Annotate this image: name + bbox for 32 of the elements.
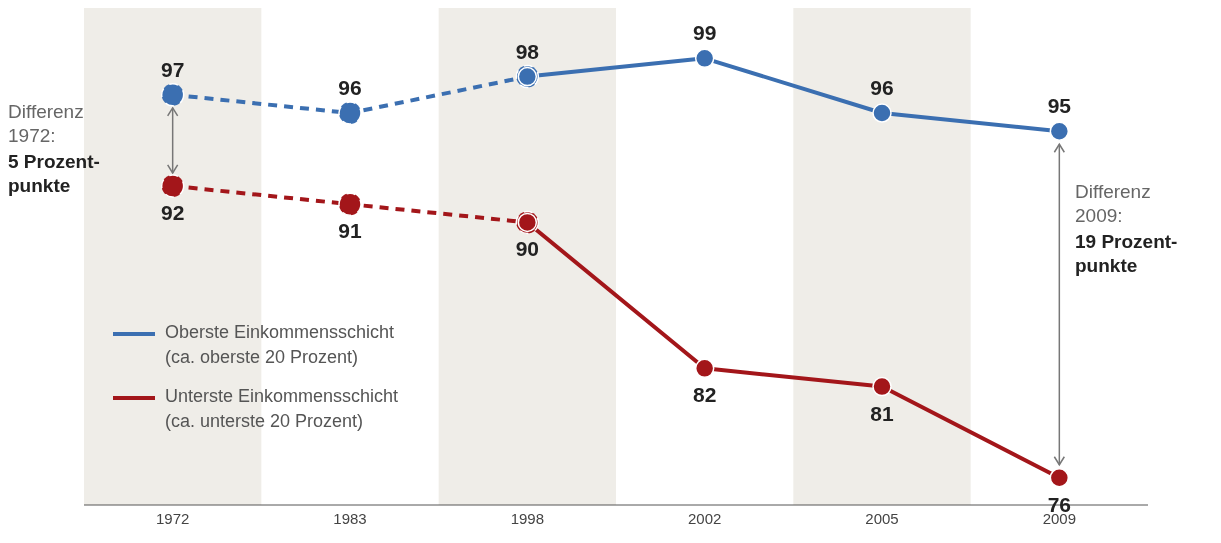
- point: [1049, 467, 1070, 488]
- data-label: 90: [515, 237, 540, 261]
- point: [338, 192, 362, 216]
- point: [872, 103, 892, 123]
- x-tick-label: 2005: [865, 509, 899, 527]
- point: [160, 174, 185, 198]
- x-tick-label: 1983: [333, 509, 367, 527]
- annotation: 19 Prozent- punkte: [1075, 230, 1178, 278]
- x-tick-label: 1998: [510, 509, 545, 527]
- data-label: 82: [692, 383, 717, 407]
- data-label: 95: [1047, 94, 1072, 118]
- data-label: 96: [870, 76, 894, 100]
- text: Differenz 1972:: [8, 100, 84, 148]
- annotation: 5 Prozent- punkte: [8, 150, 100, 198]
- legend-label: Unterste Einkommensschicht (ca. unterste 20 Prozent): [165, 385, 399, 433]
- data-label: 98: [515, 39, 540, 63]
- point: [1049, 121, 1070, 142]
- data-label: 81: [870, 401, 894, 425]
- data-label: 96: [338, 76, 362, 100]
- x-tick-label: 2002: [687, 509, 722, 527]
- data-label: 97: [160, 57, 185, 81]
- point: [338, 101, 362, 125]
- x-tick-label: 1972: [155, 509, 190, 527]
- annotation: Differenz 2009:: [1075, 180, 1151, 228]
- data-label: 92: [160, 200, 185, 224]
- data-label: 99: [692, 21, 717, 45]
- data-label: 91: [338, 219, 362, 243]
- point: [872, 376, 892, 397]
- legend-label: Oberste Einkommensschicht (ca. oberste 20 Prozent): [165, 321, 395, 369]
- point: [160, 83, 185, 107]
- point: [694, 358, 715, 379]
- point: [694, 48, 715, 69]
